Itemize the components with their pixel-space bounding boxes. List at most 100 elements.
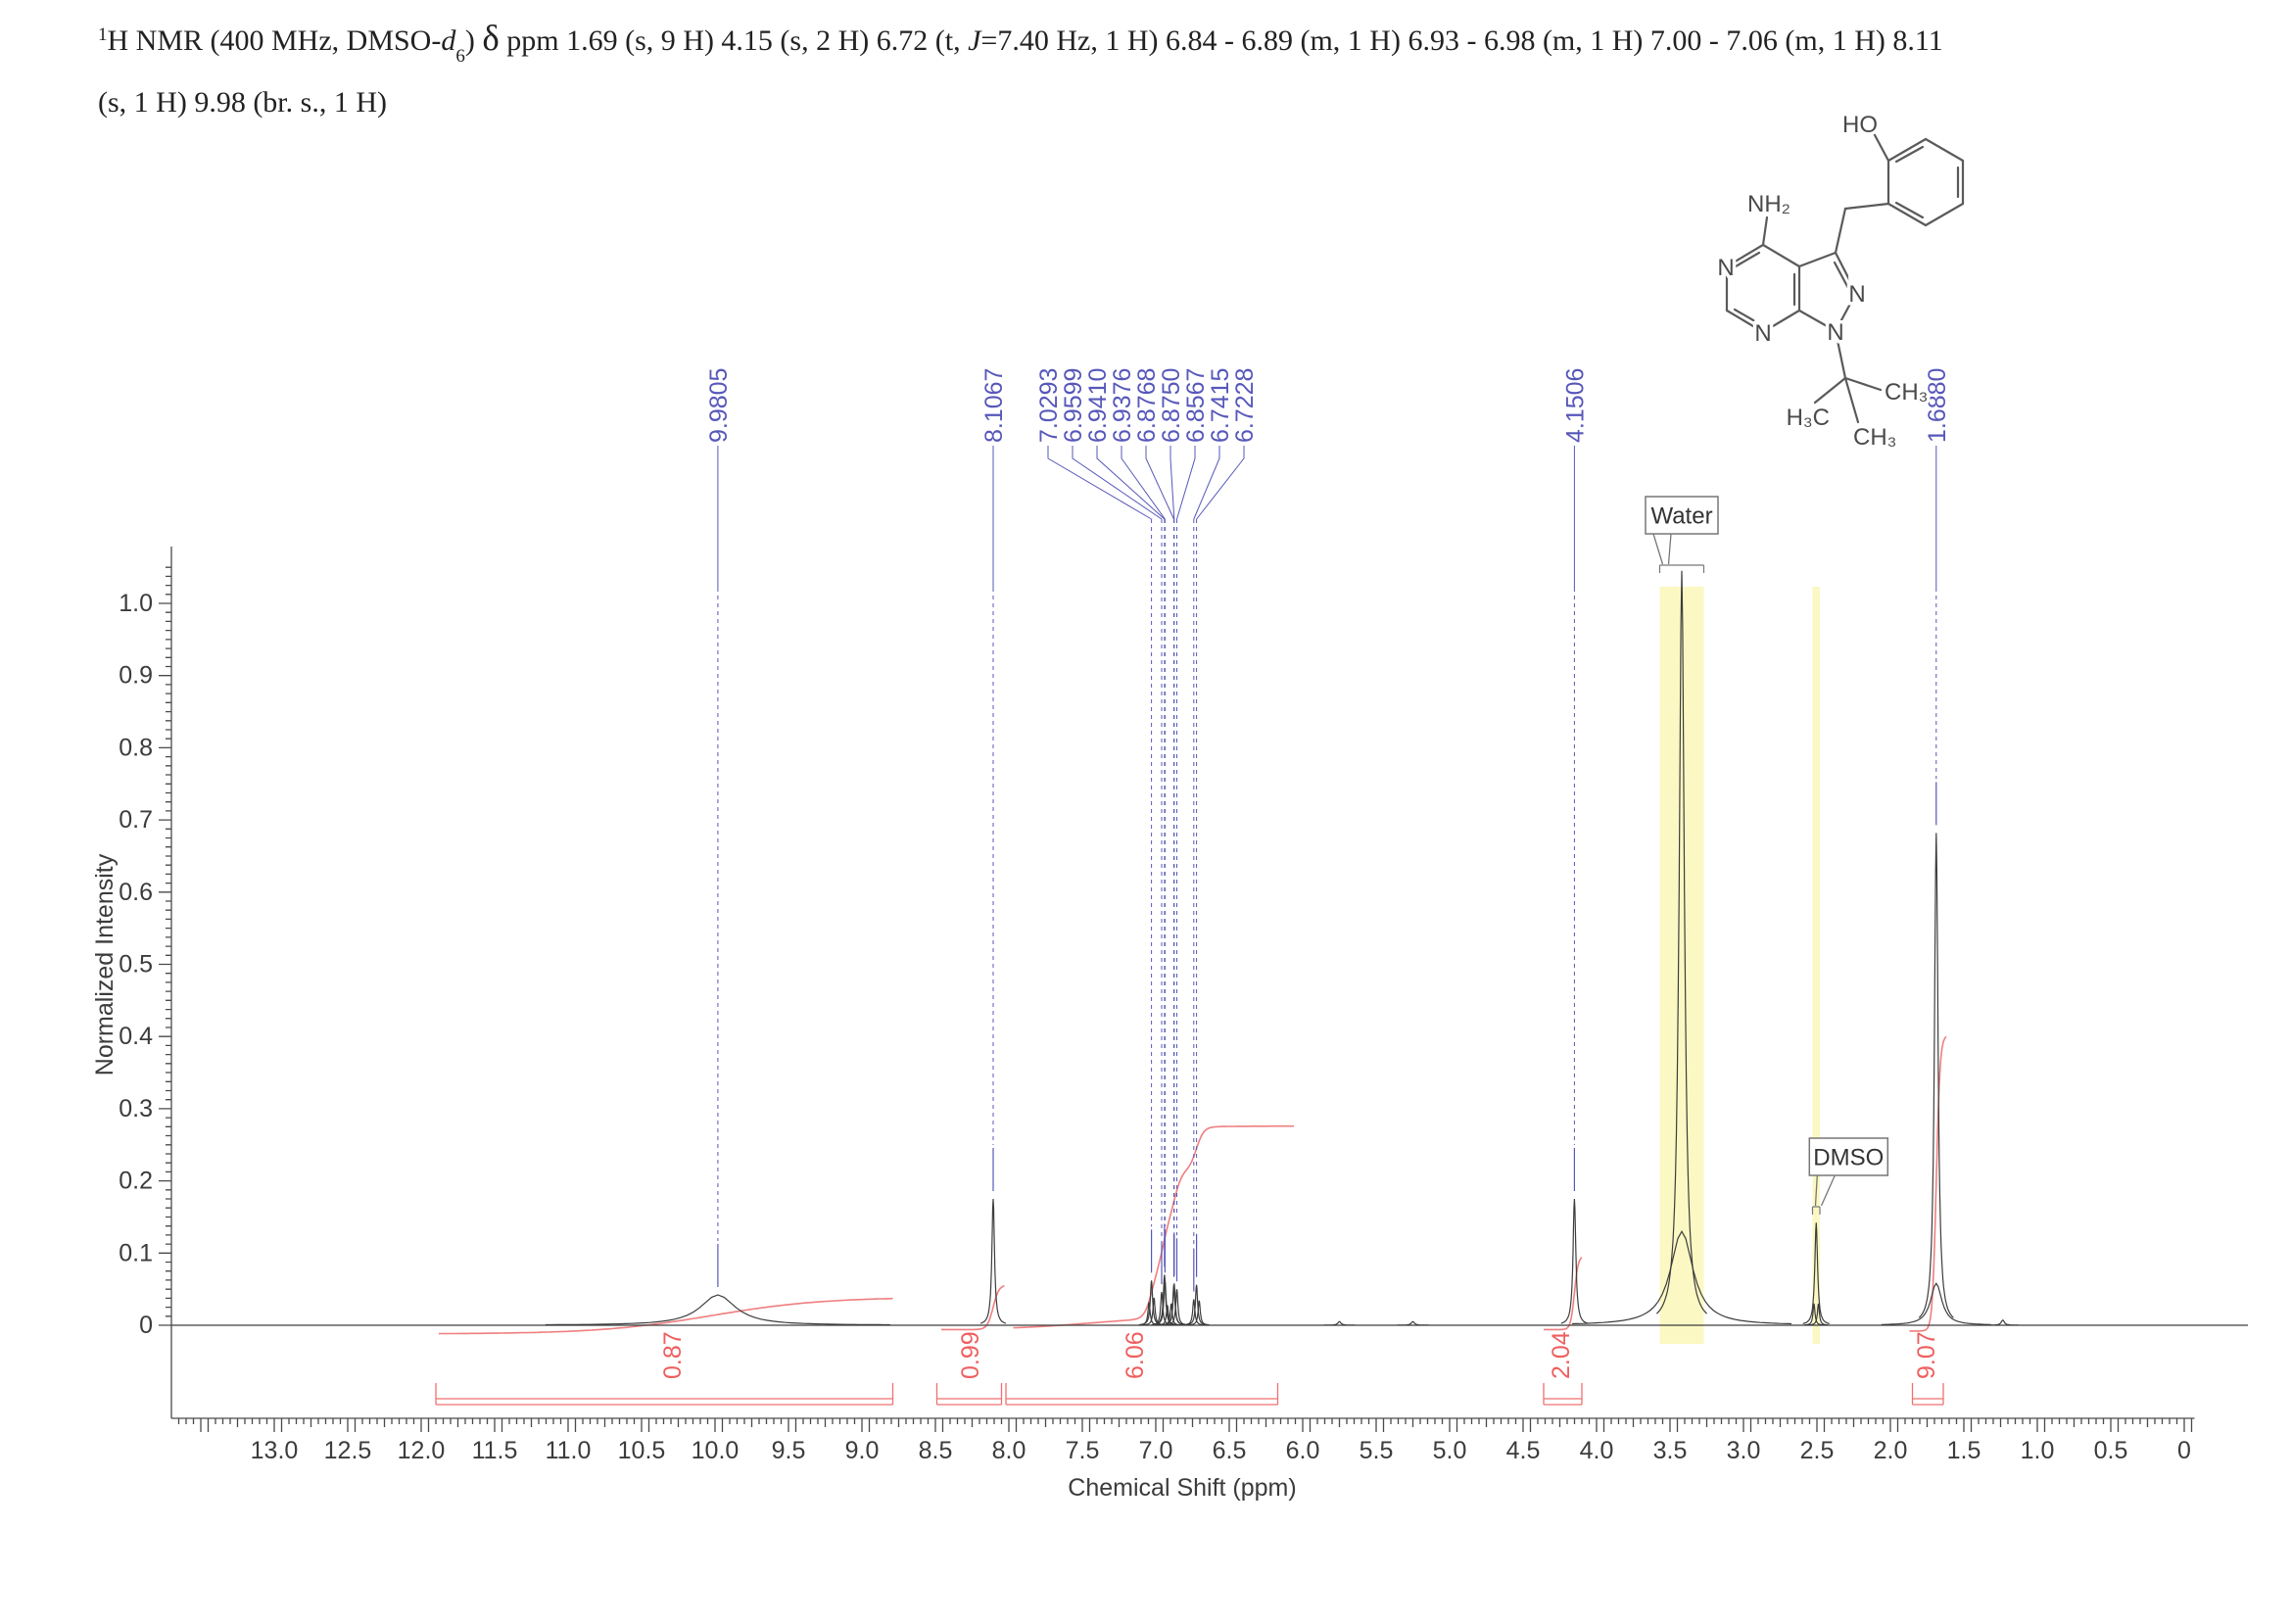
x-tick-label: 8.0 xyxy=(992,1437,1026,1464)
trace-peak xyxy=(545,1294,890,1326)
solvent-callout-label: Water xyxy=(1650,503,1712,530)
peak-shift-value: 7.0293 xyxy=(1035,368,1063,443)
x-tick-label: 2.0 xyxy=(1874,1437,1908,1464)
integral-value: 9.07 xyxy=(1913,1331,1940,1379)
peak-shift-value: 9.9805 xyxy=(705,368,733,443)
trace-peak xyxy=(1560,1198,1589,1324)
atom-label-n5: N xyxy=(1717,255,1734,281)
peak-shift-labels: 9.9805 8.1067 7.02936.95996.94106.93766.87… xyxy=(705,368,1951,1292)
y-tick-label: 0 xyxy=(139,1312,153,1339)
y-axis: 0 0.1 0.2 0.3 0.4 0.5 0.6 0.7 0.8 0.9 1.0 Normalize… xyxy=(91,547,172,1418)
title-fragment: d xyxy=(441,24,456,57)
x-tick-label: 2.5 xyxy=(1800,1437,1835,1464)
callout-wedge xyxy=(1814,1174,1836,1207)
integral-bracket xyxy=(935,1383,1003,1406)
integral-bracket xyxy=(1005,1383,1279,1406)
peak-shift-value: 6.9410 xyxy=(1084,368,1112,443)
atom-label-nh2: NH₂ xyxy=(1747,191,1790,217)
trace-peak xyxy=(1802,1222,1830,1324)
integral-curve xyxy=(1544,1257,1583,1331)
x-tick-label: 9.5 xyxy=(772,1437,806,1464)
trace-peak xyxy=(1881,1282,1991,1325)
atom-label-n7: N xyxy=(1754,320,1771,347)
trace-peak xyxy=(1323,1320,1356,1326)
title-fragment: =7.40 Hz, 1 H) 6.84 - 6.89 (m, 1 H) 6.93… xyxy=(980,24,1943,57)
solvent-band-dmso xyxy=(1812,587,1820,1344)
x-tick-label: 0.5 xyxy=(2094,1437,2128,1464)
trace-peak xyxy=(1804,1303,1824,1326)
peak-shift-value: 6.8768 xyxy=(1133,368,1161,443)
trace-peak xyxy=(1186,1284,1208,1325)
x-tick-label: 3.0 xyxy=(1727,1437,1761,1464)
peak-shift-value: 4.1506 xyxy=(1561,368,1589,443)
x-tick-label: 13.0 xyxy=(251,1437,299,1464)
peak-label-connector xyxy=(1193,446,1220,520)
peak-label-connector xyxy=(1176,446,1196,520)
trace-peak xyxy=(1164,1283,1185,1325)
x-tick-label: 12.5 xyxy=(324,1437,372,1464)
atom-label-n1: N xyxy=(1827,319,1843,346)
integral-curve xyxy=(1909,1035,1947,1332)
trace-peak xyxy=(1808,1303,1829,1326)
peak-label-connector xyxy=(1096,446,1166,520)
integral-bracket xyxy=(435,1383,894,1406)
y-tick-label: 0.3 xyxy=(119,1095,153,1122)
trace-peak xyxy=(1986,1319,2019,1326)
integral-curves xyxy=(438,1035,1947,1335)
peak-shift-value: 6.8750 xyxy=(1158,368,1185,443)
peak-shift-value: 6.9599 xyxy=(1060,368,1087,443)
title-fragment: 1 xyxy=(98,24,108,45)
atom-label-ch3-right: CH₃ xyxy=(1885,379,1928,406)
trace-peak xyxy=(1918,833,1954,1318)
trace-peak xyxy=(980,1198,1006,1324)
nmr-trace xyxy=(171,570,2248,1326)
x-tick-label: 4.0 xyxy=(1580,1437,1614,1464)
peak-label-connector xyxy=(1169,446,1175,520)
integral-brackets: 0.87 0.99 6.06 2.04 9.07 xyxy=(435,1331,1944,1406)
peak-shift-value: 6.9376 xyxy=(1109,368,1136,443)
y-tick-label: 0.6 xyxy=(119,879,153,906)
x-tick-label: 4.5 xyxy=(1506,1437,1541,1464)
integral-value: 0.99 xyxy=(957,1331,984,1379)
atom-label-ho: HO xyxy=(1842,112,1878,138)
x-tick-label: 9.0 xyxy=(845,1437,880,1464)
x-tick-label: 3.5 xyxy=(1653,1437,1688,1464)
title-fragment: J xyxy=(968,24,981,57)
solvent-callout-box-dmso xyxy=(1808,1137,1889,1176)
title-fragment: 6 xyxy=(455,46,465,67)
title-fragment: ) xyxy=(464,24,483,57)
peak-shift-value: 6.8567 xyxy=(1182,368,1210,443)
x-tick-label: 5.5 xyxy=(1360,1437,1394,1464)
integral-curve xyxy=(1013,1124,1294,1329)
structure-bonds xyxy=(1725,131,1965,424)
solvent-highlight-bands xyxy=(1659,587,1820,1344)
y-axis-title: Normalized Intensity xyxy=(91,853,119,1075)
solvent-callouts: Water DMSO xyxy=(1645,496,1889,1215)
peak-label-connector xyxy=(1072,446,1163,520)
callout-anchor-bracket xyxy=(1658,564,1705,573)
peak-label-connector xyxy=(1047,446,1152,520)
peak-shift-value: 8.1067 xyxy=(980,368,1008,443)
title-fragment: (s, 1 H) 9.98 (br. s., 1 H) xyxy=(98,86,387,119)
trace-peak xyxy=(1571,1229,1792,1325)
integral-bracket xyxy=(1543,1383,1583,1406)
nmr-title-text: 1H NMR (400 MHz, DMSO-d6) δ ppm 1.69 (s,… xyxy=(98,12,2184,125)
x-axis: 13.0 12.5 12.0 11.5 11.0 10.5 10.0 9.5 9.0 8.5 8.0… xyxy=(171,1417,2195,1502)
x-tick-label: 11.0 xyxy=(546,1437,592,1464)
trace-peak xyxy=(1158,1305,1177,1326)
y-tick-label: 0.8 xyxy=(119,734,153,761)
integral-value: 6.06 xyxy=(1122,1331,1149,1379)
atom-label-n2: N xyxy=(1848,281,1865,308)
trace-peak xyxy=(1397,1320,1429,1326)
title-fragment: ppm 1.69 (s, 9 H) 4.15 (s, 2 H) 6.72 (t, xyxy=(499,24,969,57)
integral-curve xyxy=(438,1297,893,1335)
integral-curve xyxy=(941,1284,1005,1331)
integral-value: 0.87 xyxy=(659,1331,687,1379)
title-fragment: H NMR (400 MHz, DMSO- xyxy=(107,24,442,57)
y-tick-label: 0.7 xyxy=(119,806,153,834)
x-tick-label: 1.5 xyxy=(1947,1437,1981,1464)
x-tick-label: 7.0 xyxy=(1139,1437,1173,1464)
x-tick-label: 1.0 xyxy=(2021,1437,2055,1464)
